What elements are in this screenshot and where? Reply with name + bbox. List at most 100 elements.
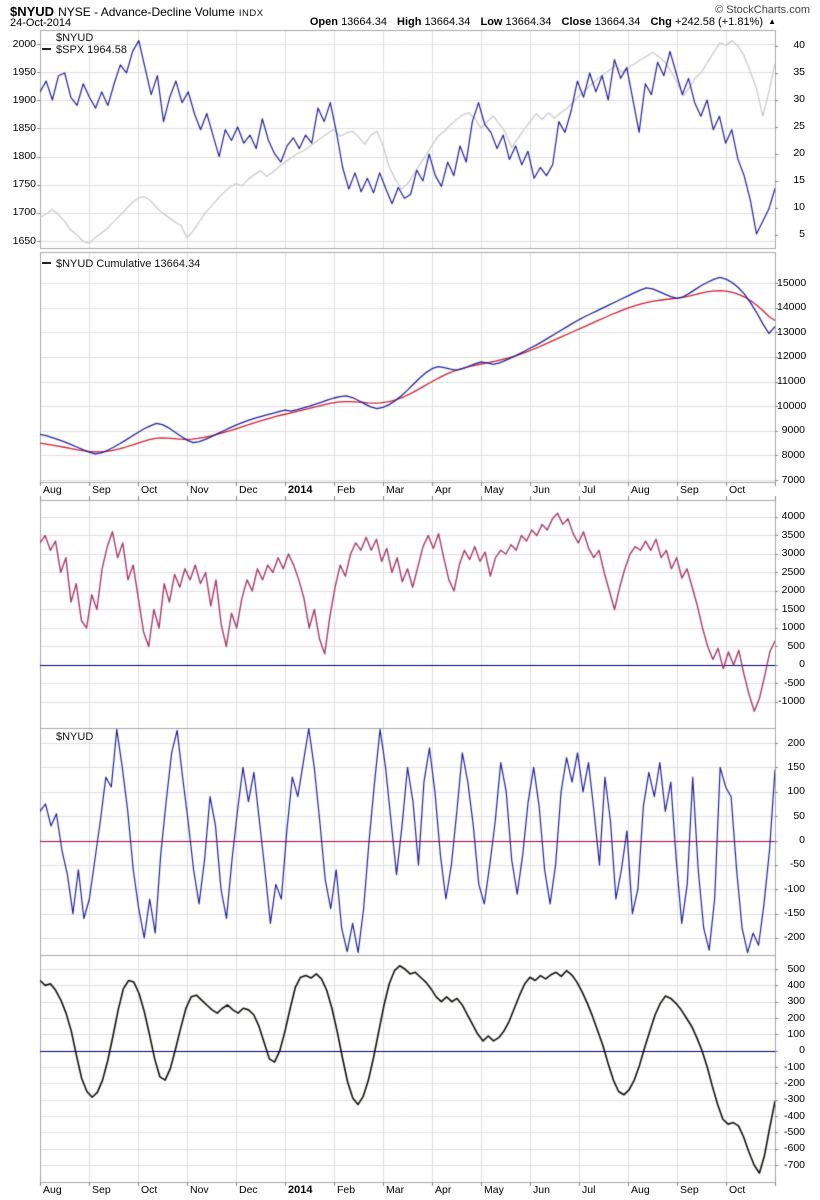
y-tick-label: -50 xyxy=(789,858,805,870)
y-tick-label: 1000 xyxy=(781,621,805,633)
y-tick-label: 50 xyxy=(793,810,805,822)
panel1-legend-nyud: $NYUD xyxy=(56,32,93,44)
y-tick-label: 2500 xyxy=(781,566,805,578)
x-axis-bottom-label: Aug xyxy=(43,1184,62,1196)
open-label: Open xyxy=(309,16,338,28)
close-label: Close xyxy=(561,16,592,28)
x-axis-top-label: Sep xyxy=(680,484,699,496)
x-axis-bottom-label: Mar xyxy=(386,1184,405,1196)
open-value: 13664.34 xyxy=(341,16,387,28)
y-tick-label: 1750 xyxy=(12,178,36,190)
chg-label: Chg xyxy=(650,16,672,28)
legend-dash-icon xyxy=(42,262,51,265)
low-label: Low xyxy=(480,16,503,28)
up-arrow-icon: ▲ xyxy=(768,17,776,26)
y-tick-label: 3500 xyxy=(781,529,805,541)
x-axis-top-label: Feb xyxy=(337,484,356,496)
legend-label: $NYUD Cumulative 13664.34 xyxy=(56,258,201,270)
y-tick-label: 13000 xyxy=(777,326,807,338)
legend-label: $SPX 1964.58 xyxy=(56,44,127,56)
x-axis-top-label: Jun xyxy=(533,484,550,496)
quote-summary: Open 13664.34 High 13664.34 Low 13664.34… xyxy=(310,16,776,28)
chart-header: $NYUD NYSE - Advance-Decline Volume INDX xyxy=(10,3,264,21)
low-value: 13664.34 xyxy=(505,16,552,28)
y-tick-label: 1500 xyxy=(781,603,805,615)
y-tick-label: 10 xyxy=(793,201,805,213)
y-tick-label: 1900 xyxy=(12,94,36,106)
exchange-label: INDX xyxy=(238,8,264,19)
y-tick-label: 1950 xyxy=(12,66,36,78)
close-value: 13664.34 xyxy=(594,16,641,28)
y-tick-label: 1800 xyxy=(12,150,36,162)
legend-label: $NYUD xyxy=(56,731,94,743)
y-tick-label: 200 xyxy=(787,737,805,749)
x-axis-top-label: Sep xyxy=(92,484,111,496)
x-axis-bottom-label: Oct xyxy=(141,1184,158,1196)
y-tick-label: 1850 xyxy=(12,122,36,134)
x-axis-bottom-label: Dec xyxy=(239,1184,258,1196)
legend-dash-icon xyxy=(42,48,51,51)
y-tick-label: 15 xyxy=(793,174,805,186)
y-tick-label: 500 xyxy=(787,640,805,652)
y-tick-label: 9000 xyxy=(781,424,805,436)
x-axis-bottom-label: Nov xyxy=(190,1184,209,1196)
copyright: © StockCharts.com xyxy=(715,4,810,16)
x-axis-top-label: Oct xyxy=(729,484,746,496)
y-tick-label: 35 xyxy=(793,66,805,78)
x-axis-bottom-label: Jun xyxy=(533,1184,550,1196)
legend-label: $NYUD xyxy=(56,32,94,44)
x-axis-top-label: Mar xyxy=(386,484,405,496)
x-axis-bottom-label: Feb xyxy=(337,1184,356,1196)
y-tick-label: -150 xyxy=(783,907,805,919)
y-tick-label: 200 xyxy=(787,1012,805,1024)
y-tick-label: 4000 xyxy=(781,510,805,522)
panel2-legend: $NYUD Cumulative 13664.34 xyxy=(42,258,200,270)
x-axis-top-label: Aug xyxy=(631,484,650,496)
y-tick-label: 25 xyxy=(793,120,805,132)
x-axis-bottom-label: 2014 xyxy=(288,1184,313,1196)
y-tick-label: 0 xyxy=(799,658,805,670)
y-tick-label: 40 xyxy=(793,39,805,51)
y-tick-label: 0 xyxy=(799,834,805,846)
x-axis-bottom-label: Oct xyxy=(729,1184,746,1196)
high-label: High xyxy=(397,16,422,28)
y-tick-label: -100 xyxy=(783,883,805,895)
y-tick-label: 3000 xyxy=(781,547,805,559)
y-tick-label: 15000 xyxy=(777,277,807,289)
y-tick-label: 30 xyxy=(793,93,805,105)
x-axis-bottom-label: Jul xyxy=(582,1184,596,1196)
y-tick-label: -200 xyxy=(783,931,805,943)
y-tick-label: 100 xyxy=(787,1028,805,1040)
x-axis-bottom-label: Sep xyxy=(92,1184,111,1196)
chg-value: +242.58 (+1.81%) xyxy=(674,16,764,28)
y-tick-label: 8000 xyxy=(781,449,805,461)
y-tick-label: 5 xyxy=(799,228,805,240)
y-tick-label: 300 xyxy=(787,995,805,1007)
y-tick-label: 12000 xyxy=(777,350,807,362)
panel4-legend: $NYUD xyxy=(56,731,93,743)
y-tick-label: 14000 xyxy=(777,301,807,313)
x-axis-top-label: Oct xyxy=(141,484,158,496)
x-axis-top-label: Apr xyxy=(435,484,452,496)
y-tick-label: -500 xyxy=(783,677,805,689)
y-tick-label: 1650 xyxy=(12,235,36,247)
y-tick-label: 1700 xyxy=(12,206,36,218)
y-tick-label: 500 xyxy=(787,963,805,975)
symbol-description: NYSE - Advance-Decline Volume xyxy=(58,5,235,19)
y-tick-label: 100 xyxy=(787,785,805,797)
y-tick-label: 2000 xyxy=(12,38,36,50)
y-tick-label: -1000 xyxy=(778,695,805,707)
symbol: $NYUD xyxy=(10,4,55,19)
y-tick-label: 10000 xyxy=(777,400,807,412)
y-tick-label: -300 xyxy=(783,1093,805,1105)
x-axis-bottom-label: Sep xyxy=(680,1184,699,1196)
x-axis-top-label: Nov xyxy=(190,484,209,496)
y-tick-label: 2000 xyxy=(781,584,805,596)
x-axis-bottom-label: Apr xyxy=(435,1184,452,1196)
x-axis-top-label: Jul xyxy=(582,484,596,496)
y-tick-label: 7000 xyxy=(781,474,805,486)
panel1-legend-spx: $SPX 1964.58 xyxy=(42,44,127,56)
y-tick-label: -700 xyxy=(783,1159,805,1171)
